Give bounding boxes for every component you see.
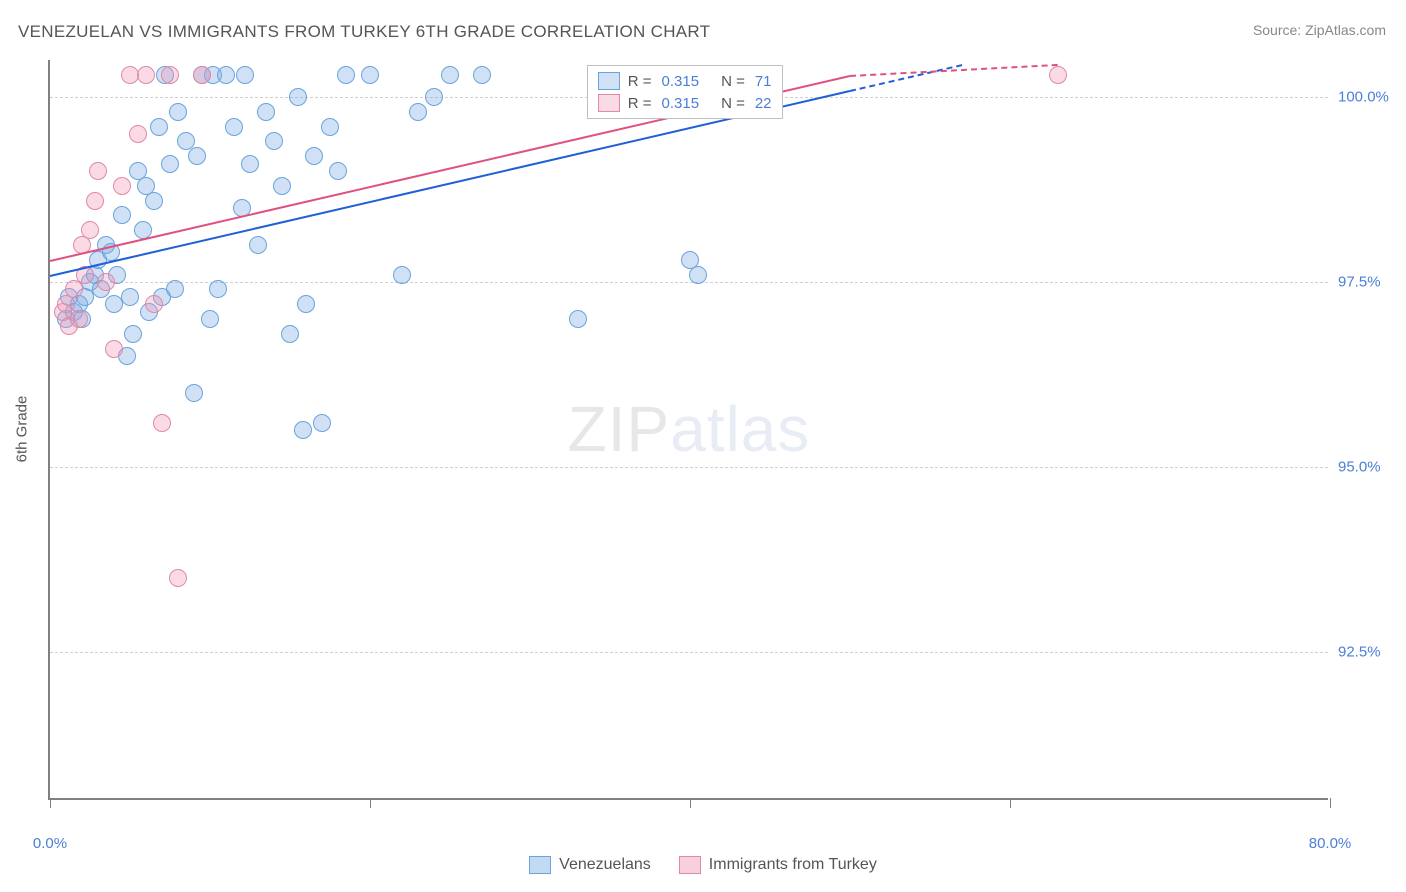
data-point xyxy=(161,155,179,173)
data-point xyxy=(201,310,219,328)
data-point xyxy=(209,280,227,298)
stat-n-label: N = xyxy=(721,95,745,112)
data-point xyxy=(393,266,411,284)
x-tick-label: 80.0% xyxy=(1309,835,1352,852)
data-point xyxy=(241,155,259,173)
x-tick xyxy=(1330,798,1331,808)
data-point xyxy=(281,325,299,343)
data-point xyxy=(337,66,355,84)
data-point xyxy=(257,103,275,121)
legend-item: Immigrants from Turkey xyxy=(679,856,877,874)
data-point xyxy=(193,66,211,84)
y-tick-label: 95.0% xyxy=(1338,459,1398,476)
data-point xyxy=(217,66,235,84)
data-point xyxy=(65,280,83,298)
regression-line xyxy=(850,64,962,92)
data-point xyxy=(409,103,427,121)
data-point xyxy=(121,288,139,306)
y-tick-label: 92.5% xyxy=(1338,644,1398,661)
gridline xyxy=(50,652,1328,653)
stats-row: R = 0.315 N = 22 xyxy=(588,92,782,114)
y-tick-label: 97.5% xyxy=(1338,274,1398,291)
data-point xyxy=(249,236,267,254)
data-point xyxy=(166,280,184,298)
legend-swatch xyxy=(598,94,620,112)
data-point xyxy=(169,569,187,587)
gridline xyxy=(50,282,1328,283)
data-point xyxy=(153,414,171,432)
legend: Venezuelans Immigrants from Turkey xyxy=(0,856,1406,874)
x-tick xyxy=(50,798,51,808)
data-point xyxy=(145,295,163,313)
data-point xyxy=(329,162,347,180)
data-point xyxy=(137,66,155,84)
data-point xyxy=(161,66,179,84)
data-point xyxy=(89,162,107,180)
data-point xyxy=(105,340,123,358)
data-point xyxy=(297,295,315,313)
legend-label: Immigrants from Turkey xyxy=(709,856,877,874)
data-point xyxy=(124,325,142,343)
data-point xyxy=(289,88,307,106)
legend-item: Venezuelans xyxy=(529,856,651,874)
data-point xyxy=(473,66,491,84)
x-tick xyxy=(690,798,691,808)
x-tick xyxy=(370,798,371,808)
y-tick-label: 100.0% xyxy=(1338,89,1398,106)
legend-label: Venezuelans xyxy=(559,856,651,874)
stat-r-label: R = xyxy=(628,95,652,112)
data-point xyxy=(113,206,131,224)
data-point xyxy=(361,66,379,84)
data-point xyxy=(129,125,147,143)
data-point xyxy=(265,132,283,150)
stat-r-value: 0.315 xyxy=(662,95,700,112)
source-attribution: Source: ZipAtlas.com xyxy=(1253,22,1386,38)
data-point xyxy=(689,266,707,284)
y-axis-label: 6th Grade xyxy=(14,396,31,463)
data-point xyxy=(321,118,339,136)
stats-row: R = 0.315 N = 71 xyxy=(588,70,782,92)
data-point xyxy=(236,66,254,84)
data-point xyxy=(313,414,331,432)
watermark-light: atlas xyxy=(670,393,810,465)
data-point xyxy=(150,118,168,136)
stat-r-label: R = xyxy=(628,73,652,90)
data-point xyxy=(113,177,131,195)
stat-n-label: N = xyxy=(721,73,745,90)
data-point xyxy=(185,384,203,402)
data-point xyxy=(1049,66,1067,84)
legend-swatch xyxy=(529,856,551,874)
chart-title: VENEZUELAN VS IMMIGRANTS FROM TURKEY 6TH… xyxy=(18,22,710,42)
x-tick xyxy=(1010,798,1011,808)
scatter-plot-area: 6th Grade ZIPatlas 92.5%95.0%97.5%100.0%… xyxy=(48,60,1328,800)
data-point xyxy=(97,273,115,291)
gridline xyxy=(50,467,1328,468)
stat-r-value: 0.315 xyxy=(662,73,700,90)
data-point xyxy=(273,177,291,195)
data-point xyxy=(86,192,104,210)
data-point xyxy=(70,310,88,328)
stat-n-value: 71 xyxy=(755,73,772,90)
data-point xyxy=(169,103,187,121)
data-point xyxy=(188,147,206,165)
data-point xyxy=(305,147,323,165)
data-point xyxy=(225,118,243,136)
stats-box: R = 0.315 N = 71 R = 0.315 N = 22 xyxy=(587,65,783,119)
data-point xyxy=(569,310,587,328)
legend-swatch xyxy=(679,856,701,874)
data-point xyxy=(441,66,459,84)
legend-swatch xyxy=(598,72,620,90)
data-point xyxy=(294,421,312,439)
stat-n-value: 22 xyxy=(755,95,772,112)
data-point xyxy=(145,192,163,210)
data-point xyxy=(425,88,443,106)
data-point xyxy=(81,221,99,239)
watermark-bold: ZIP xyxy=(568,393,671,465)
watermark: ZIPatlas xyxy=(568,392,811,466)
x-tick-label: 0.0% xyxy=(33,835,67,852)
